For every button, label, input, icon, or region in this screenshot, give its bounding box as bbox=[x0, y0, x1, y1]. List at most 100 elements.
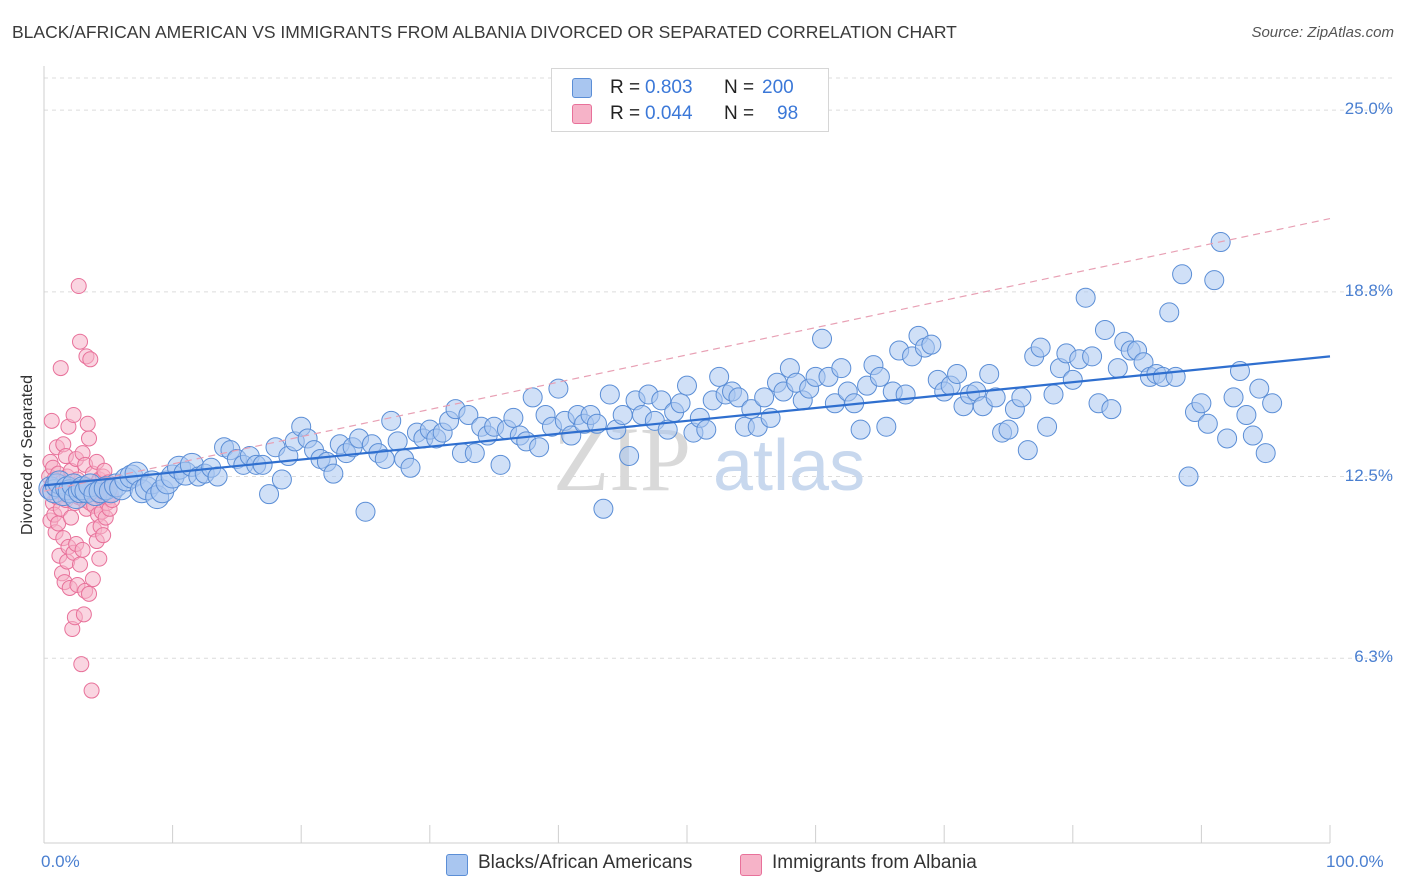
data-point-black bbox=[207, 466, 228, 487]
data-point-albania bbox=[72, 333, 89, 350]
data-point-albania bbox=[70, 278, 87, 295]
data-point-black bbox=[1030, 337, 1051, 358]
data-point-black bbox=[850, 419, 871, 440]
data-point-black bbox=[677, 375, 697, 396]
x-tick-label-max: 100.0% bbox=[1326, 852, 1384, 871]
data-point-albania bbox=[43, 412, 60, 429]
data-point-black bbox=[381, 410, 402, 431]
data-point-black bbox=[1062, 369, 1083, 390]
data-point-black bbox=[895, 384, 916, 405]
series-blacks-african-americans bbox=[38, 232, 1283, 522]
legend-swatch-blue bbox=[572, 78, 592, 98]
data-point-black bbox=[651, 390, 672, 411]
data-point-black bbox=[561, 425, 582, 446]
data-point-black bbox=[657, 419, 678, 440]
data-point-black bbox=[947, 363, 968, 384]
legend-n-label: N = bbox=[724, 103, 755, 124]
x-tick-label-min: 0.0% bbox=[41, 852, 80, 871]
legend-r-label: R = bbox=[610, 77, 641, 98]
data-point-black bbox=[355, 501, 376, 522]
data-point-black bbox=[1011, 387, 1032, 408]
data-point-black bbox=[400, 457, 421, 478]
legend-n-value: 200 bbox=[762, 77, 794, 98]
chart-title: BLACK/AFRICAN AMERICAN VS IMMIGRANTS FRO… bbox=[12, 22, 957, 42]
data-point-black bbox=[1262, 393, 1283, 414]
data-point-black bbox=[1236, 404, 1257, 425]
data-point-black bbox=[1094, 319, 1115, 340]
data-point-black bbox=[831, 358, 852, 379]
data-point-black bbox=[612, 404, 633, 425]
data-point-albania bbox=[63, 509, 80, 526]
trend-line-black bbox=[43, 355, 1331, 487]
data-point-albania bbox=[65, 406, 82, 423]
data-point-black bbox=[619, 446, 640, 467]
data-point-black bbox=[869, 366, 890, 387]
data-point-black bbox=[985, 387, 1006, 408]
legend-r-value: 0.803 bbox=[645, 77, 693, 98]
legend-r-label: R = bbox=[610, 103, 641, 124]
legend-swatch-pink bbox=[572, 104, 592, 124]
data-point-black bbox=[503, 407, 524, 428]
watermark-atlas: atlas bbox=[713, 426, 865, 506]
data-point-albania bbox=[75, 606, 92, 623]
trend-line-albania bbox=[43, 217, 1331, 492]
data-point-black bbox=[709, 366, 730, 387]
data-point-black bbox=[812, 328, 833, 349]
data-point-black bbox=[1107, 358, 1128, 379]
data-point-black bbox=[728, 387, 749, 408]
data-point-albania bbox=[81, 585, 98, 602]
bottom-legend-swatch-pink bbox=[740, 854, 762, 876]
data-point-albania bbox=[52, 360, 69, 377]
data-point-black bbox=[387, 431, 408, 452]
data-point-albania bbox=[74, 541, 91, 558]
data-point-black bbox=[593, 498, 614, 519]
data-point-black bbox=[490, 454, 511, 475]
data-point-black bbox=[464, 443, 485, 464]
correlation-legend: R = 0.803 N = 200 R = 0.044 N = 98 bbox=[551, 68, 829, 132]
data-point-black bbox=[323, 463, 344, 484]
data-point-black bbox=[998, 419, 1019, 440]
data-point-black bbox=[1217, 428, 1238, 449]
data-point-black bbox=[1101, 399, 1122, 420]
y-tick-label: 18.8% bbox=[1344, 280, 1393, 300]
data-point-black bbox=[1082, 346, 1103, 367]
data-point-black bbox=[599, 384, 620, 405]
bottom-legend-label: Blacks/African Americans bbox=[478, 852, 693, 873]
data-point-albania bbox=[73, 656, 90, 673]
y-tick-label: 25.0% bbox=[1344, 99, 1393, 119]
data-point-black bbox=[1159, 302, 1180, 323]
bottom-legend-label: Immigrants from Albania bbox=[772, 852, 977, 873]
data-point-albania bbox=[82, 351, 99, 368]
data-point-black bbox=[271, 469, 292, 490]
data-point-black bbox=[670, 393, 691, 414]
y-tick-label: 6.3% bbox=[1354, 647, 1393, 667]
data-point-black bbox=[1223, 387, 1244, 408]
data-point-albania bbox=[81, 430, 98, 447]
data-point-albania bbox=[95, 527, 112, 544]
axes bbox=[43, 66, 1331, 844]
data-point-black bbox=[696, 419, 717, 440]
data-point-black bbox=[754, 387, 775, 408]
data-point-black bbox=[1017, 440, 1038, 461]
data-point-black bbox=[1178, 466, 1199, 487]
data-point-black bbox=[1037, 416, 1058, 437]
data-point-black bbox=[1191, 393, 1212, 414]
data-point-black bbox=[979, 363, 1000, 384]
data-point-albania bbox=[72, 556, 89, 573]
data-point-black bbox=[1255, 443, 1276, 464]
data-point-albania bbox=[79, 415, 96, 432]
data-point-black bbox=[1242, 425, 1263, 446]
data-point-black bbox=[259, 484, 280, 505]
bottom-legend-swatch-blue bbox=[446, 854, 468, 876]
data-point-black bbox=[1075, 287, 1096, 308]
data-point-black bbox=[1197, 413, 1218, 434]
data-point-black bbox=[876, 416, 897, 437]
y-tick-label: 12.5% bbox=[1344, 465, 1393, 485]
data-point-black bbox=[1043, 384, 1064, 405]
data-point-albania bbox=[84, 571, 101, 588]
data-point-albania bbox=[91, 550, 108, 567]
data-point-black bbox=[548, 378, 569, 399]
legend-n-label: N = bbox=[724, 77, 755, 98]
legend-r-value: 0.044 bbox=[645, 103, 693, 124]
